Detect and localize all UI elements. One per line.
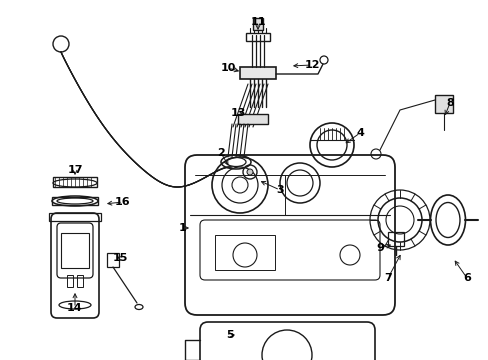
Text: 14: 14 bbox=[67, 303, 82, 313]
Text: 17: 17 bbox=[67, 165, 82, 175]
Bar bbox=[61, 233, 89, 268]
Text: 6: 6 bbox=[462, 273, 470, 283]
Bar bbox=[240, 67, 275, 79]
Bar bbox=[67, 275, 73, 287]
Text: 1: 1 bbox=[179, 223, 186, 233]
Bar bbox=[107, 253, 119, 267]
Text: 16: 16 bbox=[115, 197, 131, 207]
Text: 10: 10 bbox=[220, 63, 235, 73]
Text: 15: 15 bbox=[112, 253, 127, 263]
Bar bbox=[245, 33, 269, 41]
Bar bbox=[215, 235, 274, 270]
Bar bbox=[238, 114, 267, 124]
Text: 4: 4 bbox=[355, 128, 363, 138]
Text: 3: 3 bbox=[276, 185, 283, 195]
Text: 13: 13 bbox=[230, 108, 245, 118]
Circle shape bbox=[246, 169, 252, 175]
Bar bbox=[53, 177, 97, 187]
Bar bbox=[49, 213, 101, 221]
Bar bbox=[434, 95, 452, 113]
Bar bbox=[252, 18, 263, 30]
Text: 8: 8 bbox=[445, 98, 453, 108]
Text: 7: 7 bbox=[384, 273, 391, 283]
Text: 9: 9 bbox=[375, 243, 383, 253]
Bar bbox=[77, 275, 83, 287]
Bar bbox=[52, 197, 98, 205]
Text: 12: 12 bbox=[304, 60, 319, 70]
Text: 5: 5 bbox=[226, 330, 233, 340]
Bar bbox=[387, 232, 403, 246]
Text: 11: 11 bbox=[250, 17, 265, 27]
Text: 2: 2 bbox=[217, 148, 224, 158]
